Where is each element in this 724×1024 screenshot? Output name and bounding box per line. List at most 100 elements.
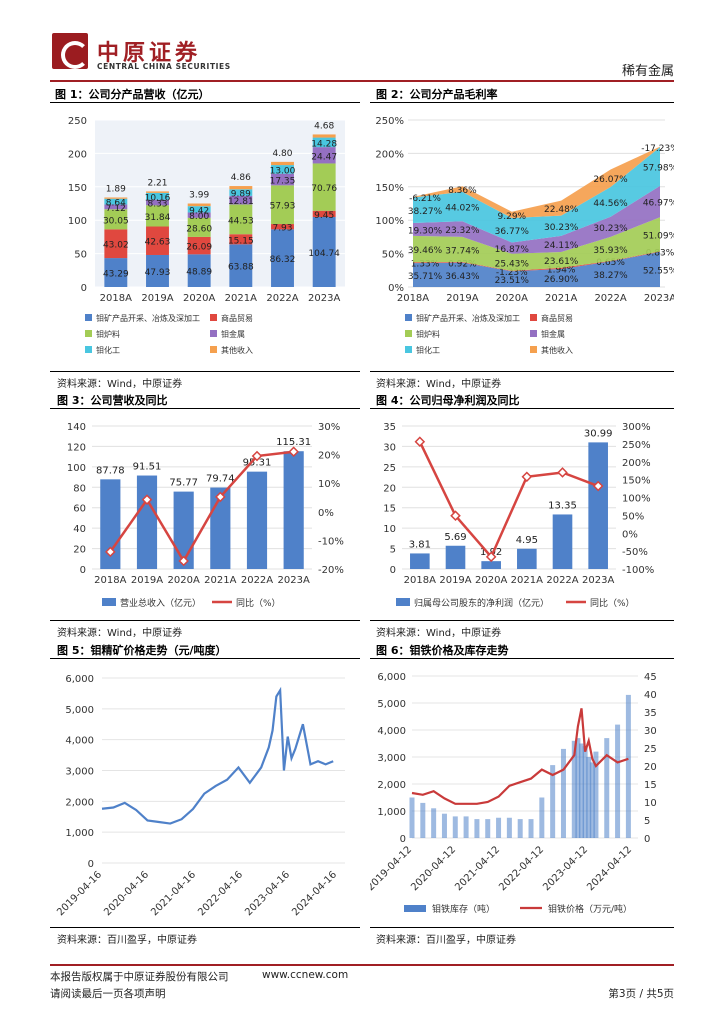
bar-segment xyxy=(229,195,253,205)
bar xyxy=(463,816,469,838)
y-tick-label: 0 xyxy=(400,834,406,845)
bar xyxy=(517,548,537,569)
bar-segment xyxy=(146,205,169,227)
data-label: 13.35 xyxy=(548,500,577,511)
bar xyxy=(441,813,447,838)
figure-1-source: 资料来源：Wind，中原证券 xyxy=(57,379,183,390)
bar-segment xyxy=(146,191,169,193)
line-point xyxy=(450,510,461,522)
y-tick-label: 5,000 xyxy=(377,699,406,710)
y-tick-label: 250 xyxy=(68,116,87,127)
line-point xyxy=(105,546,116,558)
y2-tick-label: 20% xyxy=(318,451,340,462)
bar-segment xyxy=(104,197,128,199)
line-series xyxy=(411,708,629,805)
figure-4-title: 图 4：公司归母净利润及同比 xyxy=(376,394,520,407)
bar-segment xyxy=(146,199,169,206)
bar xyxy=(588,442,608,569)
bar-segment xyxy=(187,203,211,207)
figure-5-title: 图 5：钼精矿价格走势（元/吨度） xyxy=(57,644,227,657)
bar xyxy=(560,748,566,838)
line-point xyxy=(288,446,299,458)
y-tick-label: 6,000 xyxy=(377,672,406,683)
bar xyxy=(431,808,437,838)
data-label: 104.74 xyxy=(308,249,340,259)
figure-4-chart: 0 5 10 15 20 25 30 35 -100% -50% 0% 50% 100% 150% 200%… xyxy=(383,422,654,609)
y-tick-label: 0 xyxy=(80,565,86,576)
data-label: 17.35 xyxy=(270,177,296,187)
figure-2-chart: 0% 50% 100% 150% 200% 250% 35.71% 36.43% 23.51% 2… xyxy=(375,116,674,355)
legend-label: 钼炉料 xyxy=(96,329,120,339)
legend-label: 钼化工 xyxy=(96,345,120,355)
legend-swatch xyxy=(85,330,92,337)
y-tick-label: 1,000 xyxy=(377,807,406,818)
legend-label: 同比（%） xyxy=(236,597,281,609)
x-tick-label: 2020-04-12 xyxy=(409,844,458,893)
data-label: 43.02 xyxy=(103,241,129,251)
y2-tick-label: -50% xyxy=(622,547,648,558)
figure-2-rule xyxy=(370,102,674,103)
x-tick-label: 2020A xyxy=(496,293,528,304)
bar-segment xyxy=(146,192,169,200)
bar xyxy=(589,762,595,838)
x-tick-label: 2023A xyxy=(308,293,340,304)
data-label: 23.61% xyxy=(544,257,579,267)
data-label: 42.63 xyxy=(145,238,171,248)
data-label: 5.69 xyxy=(444,532,466,543)
bar-segment xyxy=(312,137,336,148)
bar xyxy=(517,819,523,838)
legend-label: 其他收入 xyxy=(221,345,253,355)
x-tick-label: 2019A xyxy=(439,575,471,586)
y-tick-label: 50 xyxy=(74,250,87,261)
legend-label: 钼金属 xyxy=(541,329,565,339)
data-label: 1.94% xyxy=(547,265,576,275)
x-tick-label: 2023A xyxy=(644,293,674,304)
figure-5-source: 资料来源：百川盈孚，中原证券 xyxy=(57,935,197,946)
legend-swatch xyxy=(405,346,412,353)
data-label: 9.45 xyxy=(314,211,334,221)
y2-tick-label: 10 xyxy=(644,798,657,809)
y2-tick-label: 50% xyxy=(622,511,644,522)
x-tick-label: 2023A xyxy=(278,575,310,586)
figure-2-title: 图 2：公司分产品毛利率 xyxy=(376,88,498,101)
footer-url-link[interactable]: www.ccnew.com xyxy=(262,969,349,981)
bar-segment xyxy=(229,244,253,287)
data-label: 36.77% xyxy=(495,227,530,237)
data-label: 86.32 xyxy=(270,255,296,265)
x-tick-label: 2022A xyxy=(241,575,273,586)
legend-swatch xyxy=(404,905,426,912)
area-series xyxy=(413,251,660,287)
data-label: 4.95 xyxy=(516,535,538,546)
line-point xyxy=(485,551,497,563)
bar xyxy=(550,765,556,838)
y-tick-label: 4,000 xyxy=(377,726,406,737)
data-label: 44.02% xyxy=(445,204,480,214)
x-tick-label: 2022-04-16 xyxy=(196,869,245,918)
figure-1-chart: 0 50 100 150 200 250 43.29 43.02 30.05 7.128.64 1.… xyxy=(68,116,345,355)
bar-segment xyxy=(271,173,294,186)
y2-tick-label: 250% xyxy=(622,440,651,451)
x-tick-label: 2019-04-16 xyxy=(55,869,104,918)
bar xyxy=(445,545,466,569)
data-label: 79.74 xyxy=(206,474,235,485)
bar xyxy=(571,740,577,838)
legend-swatch xyxy=(530,330,537,337)
page-number: 第3页 / 共5页 xyxy=(608,988,674,1000)
figure-6-chart: 01,0002,0003,0004,0005,0006,000051015202… xyxy=(370,672,657,915)
data-label: 23.51% xyxy=(495,276,530,286)
legend-swatch xyxy=(210,330,217,337)
data-label: 16.87% xyxy=(495,245,530,255)
data-label: 0.83% xyxy=(646,249,674,259)
bar xyxy=(452,816,458,838)
legend-label: 钼铁库存（吨） xyxy=(432,903,495,915)
header-divider xyxy=(50,80,674,82)
bar xyxy=(586,757,592,838)
y2-tick-label: 0% xyxy=(318,508,334,519)
x-tick-label: 2021-04-12 xyxy=(453,844,502,893)
x-tick-label: 2023-04-12 xyxy=(541,844,590,893)
data-label: 9.42 xyxy=(189,206,209,216)
figure-5-bottom-rule xyxy=(50,927,360,928)
legend-swatch xyxy=(530,314,537,321)
y2-tick-label: 10% xyxy=(318,479,340,490)
data-label: 1.33% xyxy=(411,260,440,270)
